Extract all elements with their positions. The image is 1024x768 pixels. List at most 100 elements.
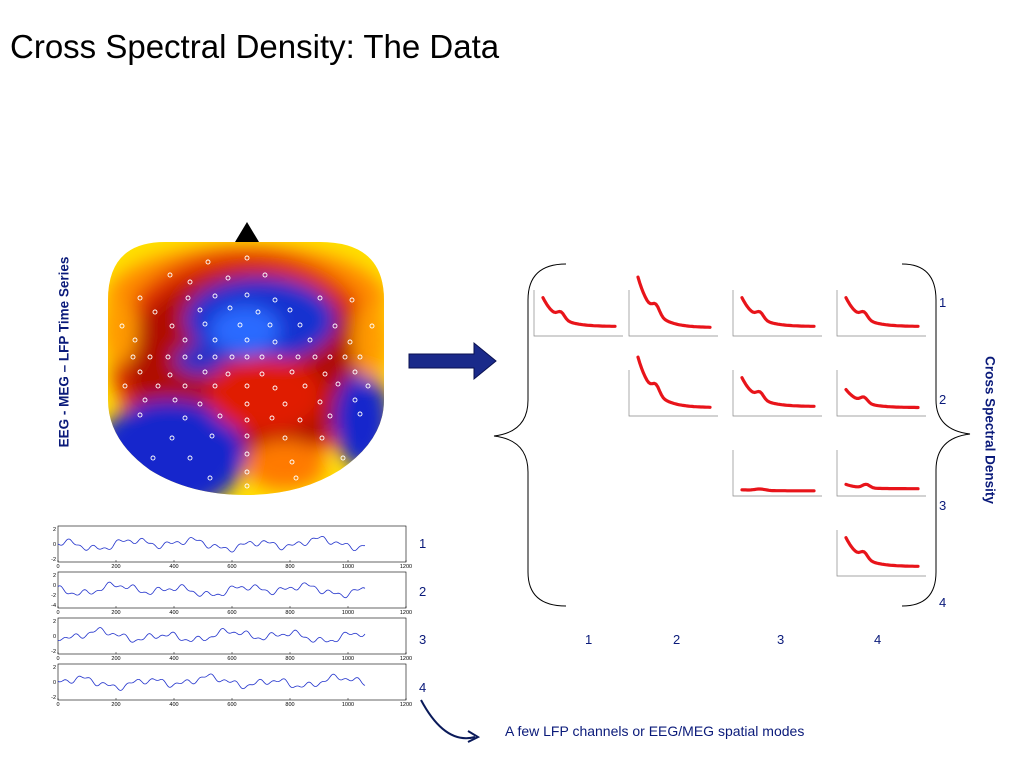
csd-matrix (533, 275, 926, 577)
electrode-marker (182, 337, 188, 343)
x-tick-label: 400 (169, 702, 178, 708)
csd-cell-axes (732, 450, 822, 497)
electrode-marker (197, 307, 203, 313)
x-tick-label: 0 (56, 610, 59, 616)
electrode-marker (282, 435, 288, 441)
electrode-marker (137, 369, 143, 375)
electrode-marker (347, 339, 353, 345)
electrode-marker (357, 354, 363, 360)
electrode-marker (119, 323, 125, 329)
csd-curve (844, 296, 920, 328)
csd-row-label: 2 (939, 392, 947, 407)
electrode-marker (289, 369, 295, 375)
electrode-marker (365, 383, 371, 389)
x-tick-label: 1200 (400, 610, 412, 616)
y-tick-label: 0 (53, 680, 56, 686)
csd-cell-axes (628, 290, 718, 337)
csd-curve (844, 536, 920, 568)
x-tick-label: 600 (227, 702, 236, 708)
left-brace (493, 263, 567, 607)
electrode-marker (150, 455, 156, 461)
x-tick-label: 400 (169, 610, 178, 616)
electrode-marker (167, 272, 173, 278)
electrode-marker (244, 354, 250, 360)
csd-curve (844, 482, 920, 491)
electrode-marker (302, 383, 308, 389)
electrode-marker (155, 383, 161, 389)
x-tick-label: 1000 (342, 656, 354, 662)
time-series-trace (57, 535, 366, 553)
x-tick-label: 400 (169, 656, 178, 662)
x-tick-label: 0 (56, 656, 59, 662)
electrode-marker (169, 435, 175, 441)
electrode-marker (267, 322, 273, 328)
electrode-marker (269, 415, 275, 421)
csd-row-label: 4 (939, 595, 947, 610)
csd-curve (636, 355, 712, 409)
csd-column-label: 2 (673, 632, 681, 647)
electrode-marker (182, 354, 188, 360)
electrode-marker (182, 383, 188, 389)
electrode-marker (352, 369, 358, 375)
electrode-marker (132, 337, 138, 343)
electrode-marker (197, 354, 203, 360)
csd-row-label: 1 (939, 295, 947, 310)
electrode-marker (212, 354, 218, 360)
scalp-topography-map (108, 242, 384, 495)
electrode-marker (137, 295, 143, 301)
electrode-marker (197, 401, 203, 407)
y-tick-label: 2 (53, 573, 56, 579)
electrode-marker (202, 321, 208, 327)
electrode-marker (357, 411, 363, 417)
ts-channel-label: 1 (419, 536, 427, 551)
electrode-marker (369, 323, 375, 329)
electrode-marker (229, 354, 235, 360)
electrode-marker (255, 309, 261, 315)
electrode-marker (244, 337, 250, 343)
x-tick-label: 600 (227, 610, 236, 616)
csd-column-label: 4 (874, 632, 882, 647)
electrode-marker (259, 354, 265, 360)
y-tick-label: 0 (53, 583, 56, 589)
x-tick-label: 200 (111, 564, 120, 570)
csd-cell-axes (836, 530, 926, 577)
electrode-marker (244, 483, 250, 489)
electrode-marker (293, 475, 299, 481)
electrode-marker (182, 415, 188, 421)
csd-cell-axes (836, 450, 926, 497)
electrode-marker (262, 272, 268, 278)
csd-curve (636, 275, 712, 329)
electrode-marker (207, 475, 213, 481)
csd-column-label: 1 (585, 632, 593, 647)
time-series-axes (57, 617, 407, 655)
electrode-marker (217, 413, 223, 419)
x-tick-label: 1200 (400, 656, 412, 662)
csd-row-label: 3 (939, 498, 947, 513)
electrode-marker (130, 354, 136, 360)
electrode-marker (122, 383, 128, 389)
csd-curve (541, 296, 617, 328)
y-tick-label: -2 (51, 557, 56, 563)
x-tick-label: 0 (56, 564, 59, 570)
electrode-marker (225, 275, 231, 281)
electrode-marker (322, 371, 328, 377)
time-series-trace (57, 673, 366, 691)
csd-column-label: 3 (777, 632, 785, 647)
csd-cell-axes (836, 370, 926, 417)
electrode-marker (287, 307, 293, 313)
x-tick-label: 1000 (342, 564, 354, 570)
curved-arrow-icon (420, 699, 481, 743)
electrode-marker (244, 401, 250, 407)
electrode-marker (244, 383, 250, 389)
x-tick-label: 400 (169, 564, 178, 570)
electrode-marker (297, 417, 303, 423)
electrode-marker (202, 369, 208, 375)
csd-cell-axes (533, 290, 623, 337)
electrode-marker (152, 309, 158, 315)
ts-channel-label: 2 (419, 584, 427, 599)
electrode-marker (147, 354, 153, 360)
x-tick-label: 600 (227, 564, 236, 570)
electrode-marker (205, 259, 211, 265)
y-tick-label: 2 (53, 527, 56, 533)
electrode-marker (340, 455, 346, 461)
